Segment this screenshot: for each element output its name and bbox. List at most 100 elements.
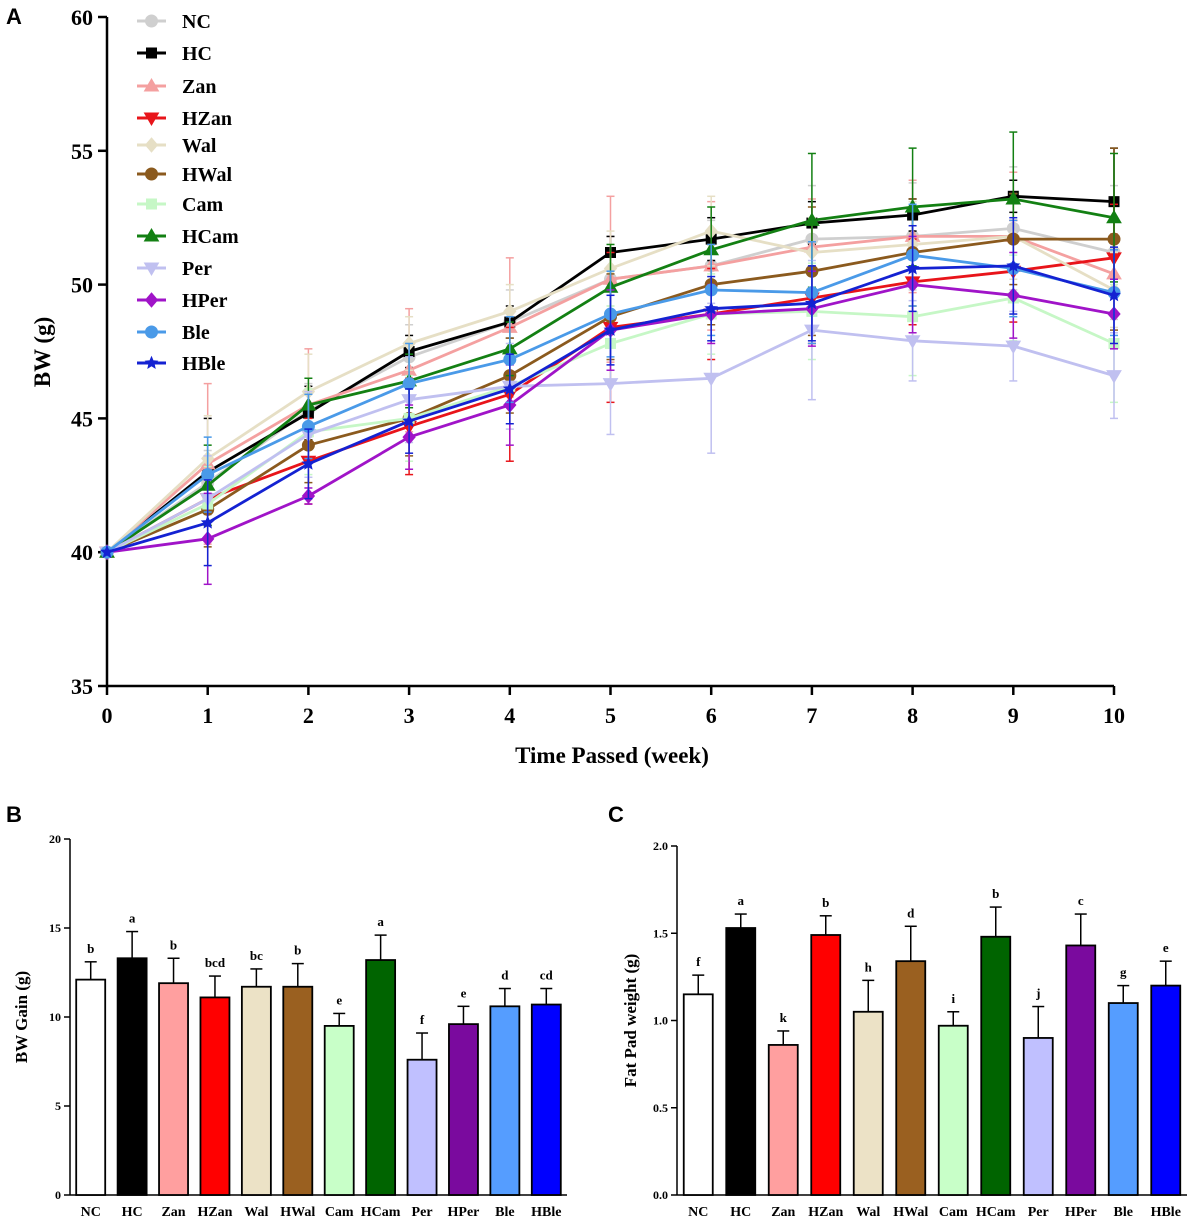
x-tick-label: 7 xyxy=(806,703,817,728)
x-tick-label: 5 xyxy=(605,703,616,728)
legend-item: HBle xyxy=(137,353,225,375)
legend-label: HPer xyxy=(182,290,228,312)
x-tick-label: HCam xyxy=(361,1205,401,1220)
significance-label: bc xyxy=(250,948,263,963)
significance-label: e xyxy=(461,985,467,1000)
y-axis-title: BW (g) xyxy=(30,317,55,388)
legend-item: NC xyxy=(137,11,211,33)
x-axis-title: Time Passed (week) xyxy=(515,743,709,768)
y-axis-title: Fat Pad weight (g) xyxy=(621,954,640,1088)
y-tick-label: 35 xyxy=(71,674,93,699)
bar-nc xyxy=(75,978,107,1196)
data-point xyxy=(1005,340,1022,355)
y-tick-label: 20 xyxy=(49,832,61,846)
significance-label: d xyxy=(907,905,915,920)
panel-c: C 0.0 0.5 1.0 1.5 2.0 Fat Pad weight (g) f NC a HC… xyxy=(608,802,1187,1220)
bar-hble xyxy=(1150,984,1182,1196)
bar-per xyxy=(406,1058,438,1196)
x-tick-label: HPer xyxy=(1065,1205,1097,1220)
significance-label: b xyxy=(294,943,301,958)
x-tick-label: Ble xyxy=(495,1205,514,1220)
legend-item: Ble xyxy=(137,322,210,344)
y-tick-label: 10 xyxy=(49,1010,61,1024)
y-tick-label: 0.5 xyxy=(653,1101,668,1115)
significance-label: a xyxy=(129,911,136,926)
x-tick-label: Wal xyxy=(856,1205,880,1220)
data-point xyxy=(703,372,720,387)
data-point xyxy=(704,301,719,315)
legend-item: Zan xyxy=(137,76,216,98)
bar-ble xyxy=(489,1005,521,1196)
significance-label: c xyxy=(1078,893,1084,908)
legend-label: Cam xyxy=(182,194,223,216)
legend-label: HZan xyxy=(182,108,232,130)
legend-swatch-marker xyxy=(145,167,158,181)
x-tick-label: 6 xyxy=(706,703,717,728)
data-point xyxy=(1106,209,1122,224)
legend-swatch-marker xyxy=(144,292,159,308)
legend-item: HC xyxy=(137,43,212,65)
bar-nc xyxy=(682,993,714,1196)
bar-hzan xyxy=(199,996,231,1196)
y-tick-label: 2.0 xyxy=(653,839,668,853)
legend-item: Cam xyxy=(137,194,223,216)
x-tick-label: Wal xyxy=(244,1205,268,1220)
data-point xyxy=(1107,288,1121,302)
y-tick-label: 15 xyxy=(49,921,61,935)
data-point xyxy=(804,296,819,310)
significance-label: g xyxy=(1120,965,1127,980)
x-tick-label: 1 xyxy=(202,703,213,728)
legend: NC HC Zan HZan Wal HWal Cam HCam Per HPer Ble HBle xyxy=(137,11,239,375)
x-tick-label: 10 xyxy=(1103,703,1125,728)
x-tick-label: Per xyxy=(412,1205,433,1220)
y-tick-label: 50 xyxy=(71,273,93,298)
data-point xyxy=(905,261,920,275)
legend-label: Zan xyxy=(182,76,216,98)
bar-hper xyxy=(448,1023,479,1196)
data-point xyxy=(904,335,921,349)
panel-letter: B xyxy=(6,802,22,827)
significance-label: f xyxy=(696,954,701,969)
x-tick-label: Zan xyxy=(161,1205,185,1220)
bar-zan xyxy=(767,1044,799,1196)
bar-hzan xyxy=(810,934,842,1196)
bar-hper xyxy=(1065,944,1097,1196)
y-tick-label: 1.0 xyxy=(653,1014,668,1028)
x-tick-label: HC xyxy=(730,1205,751,1220)
y-tick-label: 55 xyxy=(71,139,93,164)
legend-swatch-marker xyxy=(144,355,159,369)
data-point xyxy=(201,468,215,482)
data-point xyxy=(402,377,416,391)
significance-label: e xyxy=(336,992,342,1007)
data-point xyxy=(1006,258,1021,272)
x-tick-label: 4 xyxy=(504,703,515,728)
y-tick-label: 0.0 xyxy=(653,1188,668,1202)
x-tick-label: NC xyxy=(81,1205,101,1220)
significance-label: a xyxy=(377,914,384,929)
x-tick-label: HWal xyxy=(893,1205,928,1220)
legend-label: HBle xyxy=(182,353,225,375)
y-axis-title: BW Gain (g) xyxy=(12,971,31,1063)
significance-label: b xyxy=(87,941,94,956)
data-point xyxy=(603,322,618,336)
legend-label: Ble xyxy=(182,322,210,344)
data-point xyxy=(200,515,215,529)
bar-cam xyxy=(323,1025,355,1196)
bar-hwal xyxy=(895,960,927,1196)
legend-swatch-marker xyxy=(146,198,157,210)
bar-zan xyxy=(158,982,189,1196)
legend-label: NC xyxy=(182,11,211,33)
data-point xyxy=(502,381,517,395)
data-point xyxy=(602,378,619,392)
legend-swatch-marker xyxy=(145,14,158,28)
significance-label: k xyxy=(780,1010,788,1025)
y-tick-label: 60 xyxy=(71,5,93,30)
data-point xyxy=(100,544,114,559)
x-tick-label: HWal xyxy=(280,1205,315,1220)
legend-swatch-marker xyxy=(146,47,157,59)
legend-item: HZan xyxy=(137,108,232,130)
significance-label: a xyxy=(738,893,745,908)
bar-hc xyxy=(725,927,757,1196)
